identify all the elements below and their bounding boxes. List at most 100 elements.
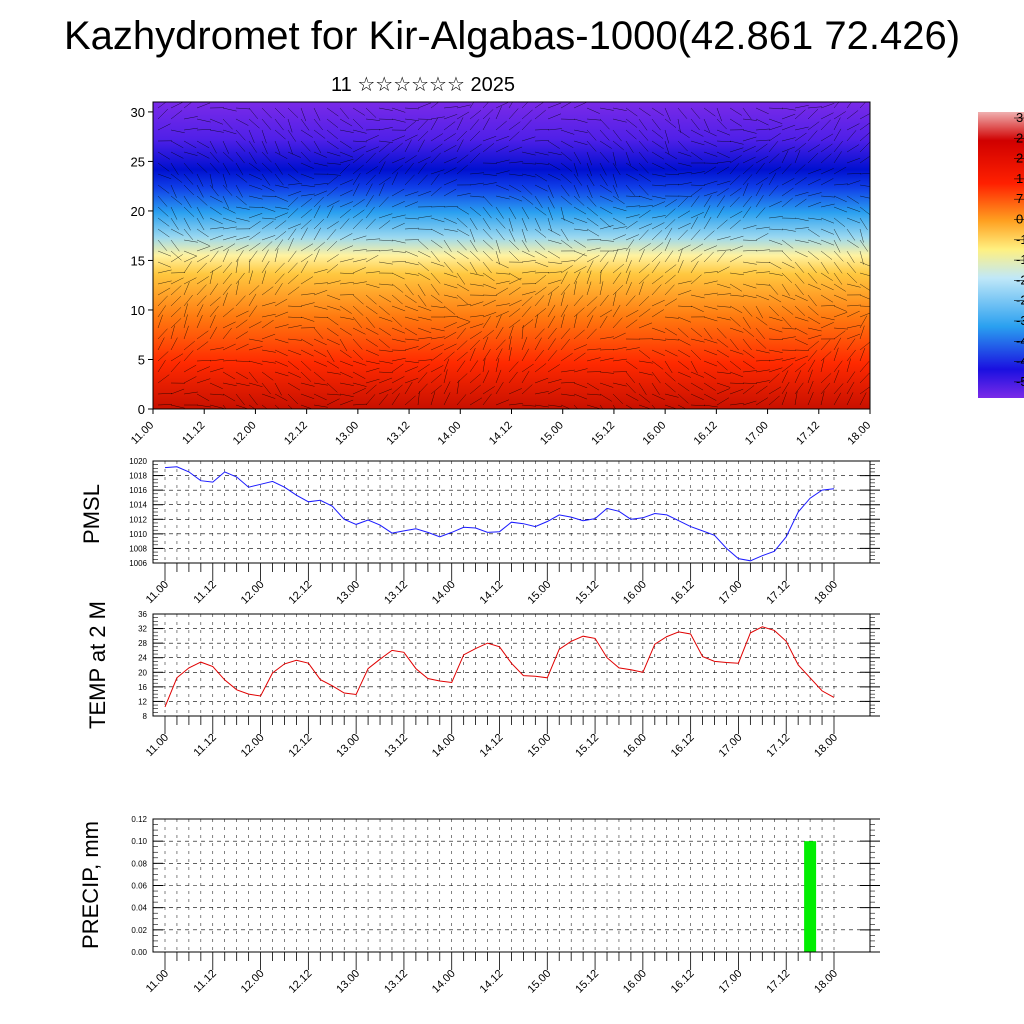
wind-arrow: [248, 151, 257, 164]
wind-arrow: [196, 276, 209, 285]
wind-arrow: [417, 239, 429, 250]
wind-arrow: [599, 404, 604, 409]
wind-arrow: [521, 336, 528, 351]
wind-arrow: [443, 331, 457, 340]
wind-arrow: [391, 239, 406, 244]
wind-arrow: [560, 151, 572, 162]
wind-arrow: [196, 393, 210, 402]
wind-arrow: [508, 121, 521, 131]
wind-arrow: [235, 206, 250, 210]
wind-arrow: [560, 162, 573, 172]
wind-arrow: [729, 187, 742, 197]
wind-arrow: [300, 260, 309, 274]
wind-arrow: [690, 129, 704, 137]
wind-arrow: [209, 265, 222, 274]
wind-arrow: [599, 315, 608, 329]
wind-arrow: [716, 118, 727, 130]
wind-arrow: [274, 393, 288, 401]
wind-arrow: [547, 195, 555, 209]
wind-arrow: [690, 260, 699, 274]
y-tick-label: 1010: [129, 530, 147, 539]
wind-arrow: [235, 173, 248, 183]
wind-arrow: [833, 239, 841, 253]
wind-arrow: [638, 129, 649, 141]
heatmap-x-axis: 11.00 11.12 12.00 12.12 13.00 13.12 14.00 14.12…: [129, 409, 873, 447]
wind-arrow: [443, 343, 457, 351]
wind-arrow: [443, 381, 451, 395]
wind-arrow: [456, 164, 468, 175]
wind-arrow: [274, 184, 289, 189]
wind-arrow: [703, 245, 718, 252]
wind-arrow: [274, 273, 285, 285]
wind-arrow: [209, 151, 220, 163]
wind-arrow: [664, 360, 673, 374]
wind-arrow: [222, 162, 231, 176]
wind-arrow: [508, 195, 523, 202]
wind-arrow: [768, 316, 783, 322]
wind-arrow: [391, 305, 406, 312]
wind-arrow: [703, 316, 718, 322]
wind-arrow: [391, 201, 405, 208]
wind-arrow: [612, 118, 627, 123]
wind-arrow: [638, 371, 653, 376]
wind-arrow: [274, 338, 289, 344]
wind-arrow: [365, 394, 376, 406]
wind-arrow: [534, 140, 549, 142]
heatmap-x-tick-label: 15.12: [589, 419, 617, 447]
wind-arrow: [287, 107, 299, 118]
wind-arrow: [625, 282, 632, 296]
wind-arrow: [495, 381, 504, 395]
wind-arrow: [586, 328, 597, 340]
temp-series-line: [164, 626, 835, 708]
wind-arrow: [586, 306, 597, 318]
wind-arrow: [781, 137, 796, 142]
wind-arrow: [456, 351, 468, 362]
wind-arrow: [807, 130, 818, 142]
wind-arrow: [612, 195, 625, 205]
wind-arrow: [768, 261, 782, 269]
wind-arrow: [300, 243, 314, 252]
wind-arrow: [534, 173, 548, 182]
wind-arrow: [339, 316, 354, 320]
wind-arrow: [820, 322, 834, 329]
wind-arrow: [755, 349, 770, 354]
wind-arrow: [677, 171, 692, 175]
wind-arrow: [183, 217, 191, 231]
wind-arrow: [196, 206, 204, 220]
wind-arrow: [599, 151, 610, 163]
wind-arrow: [326, 371, 341, 375]
wind-arrow: [313, 107, 321, 121]
wind-arrow: [742, 239, 757, 241]
wind-arrow: [560, 369, 575, 373]
wind-arrow: [456, 294, 468, 305]
wind-arrow: [183, 294, 193, 307]
wind-arrow: [612, 393, 624, 405]
wind-arrow: [833, 312, 848, 318]
wind-arrow: [703, 195, 712, 208]
wind-arrow: [248, 346, 263, 351]
wind-arrow: [157, 261, 172, 268]
wind-arrow: [768, 141, 779, 153]
wind-arrow: [248, 184, 263, 190]
wind-arrow: [365, 305, 378, 315]
wind-arrow: [378, 305, 390, 316]
wind-arrow: [365, 206, 375, 219]
wind-arrow: [222, 140, 230, 154]
wind-arrow: [365, 174, 376, 186]
wind-arrow: [469, 339, 480, 351]
x-tick-label: 13.00: [334, 579, 362, 607]
wind-arrow: [495, 106, 502, 120]
wind-arrow: [612, 151, 617, 166]
wind-arrow: [742, 349, 755, 359]
wind-arrow: [508, 102, 513, 109]
wind-arrow: [469, 360, 479, 373]
wind-arrow: [794, 227, 809, 230]
wind-arrow: [157, 328, 168, 340]
wind-arrow: [690, 305, 704, 312]
wind-arrow: [573, 404, 579, 409]
wind-arrow: [157, 305, 167, 318]
wind-arrow: [794, 126, 809, 131]
wind-arrow: [677, 182, 692, 186]
